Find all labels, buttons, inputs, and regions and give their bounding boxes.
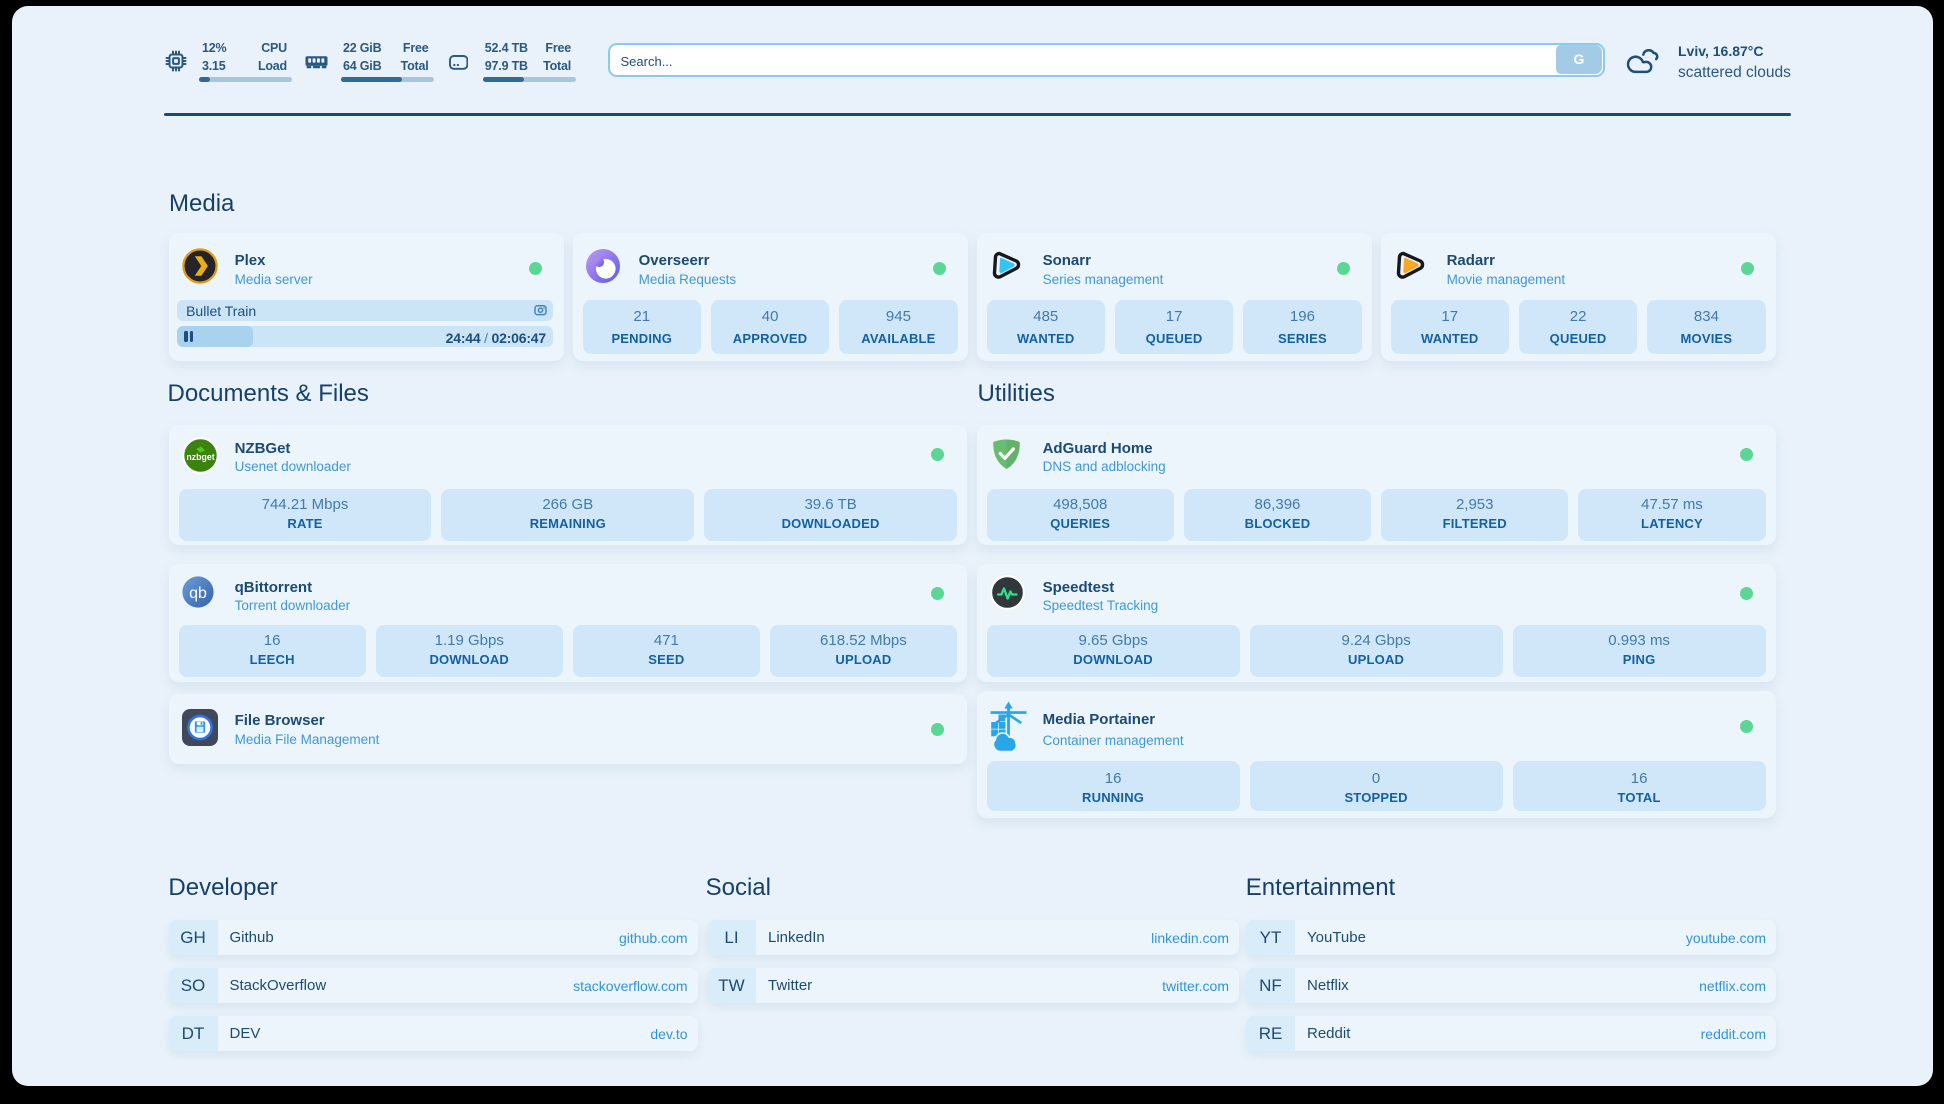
svg-text:nzbget: nzbget [186, 452, 214, 462]
svg-text:qb: qb [189, 585, 207, 602]
